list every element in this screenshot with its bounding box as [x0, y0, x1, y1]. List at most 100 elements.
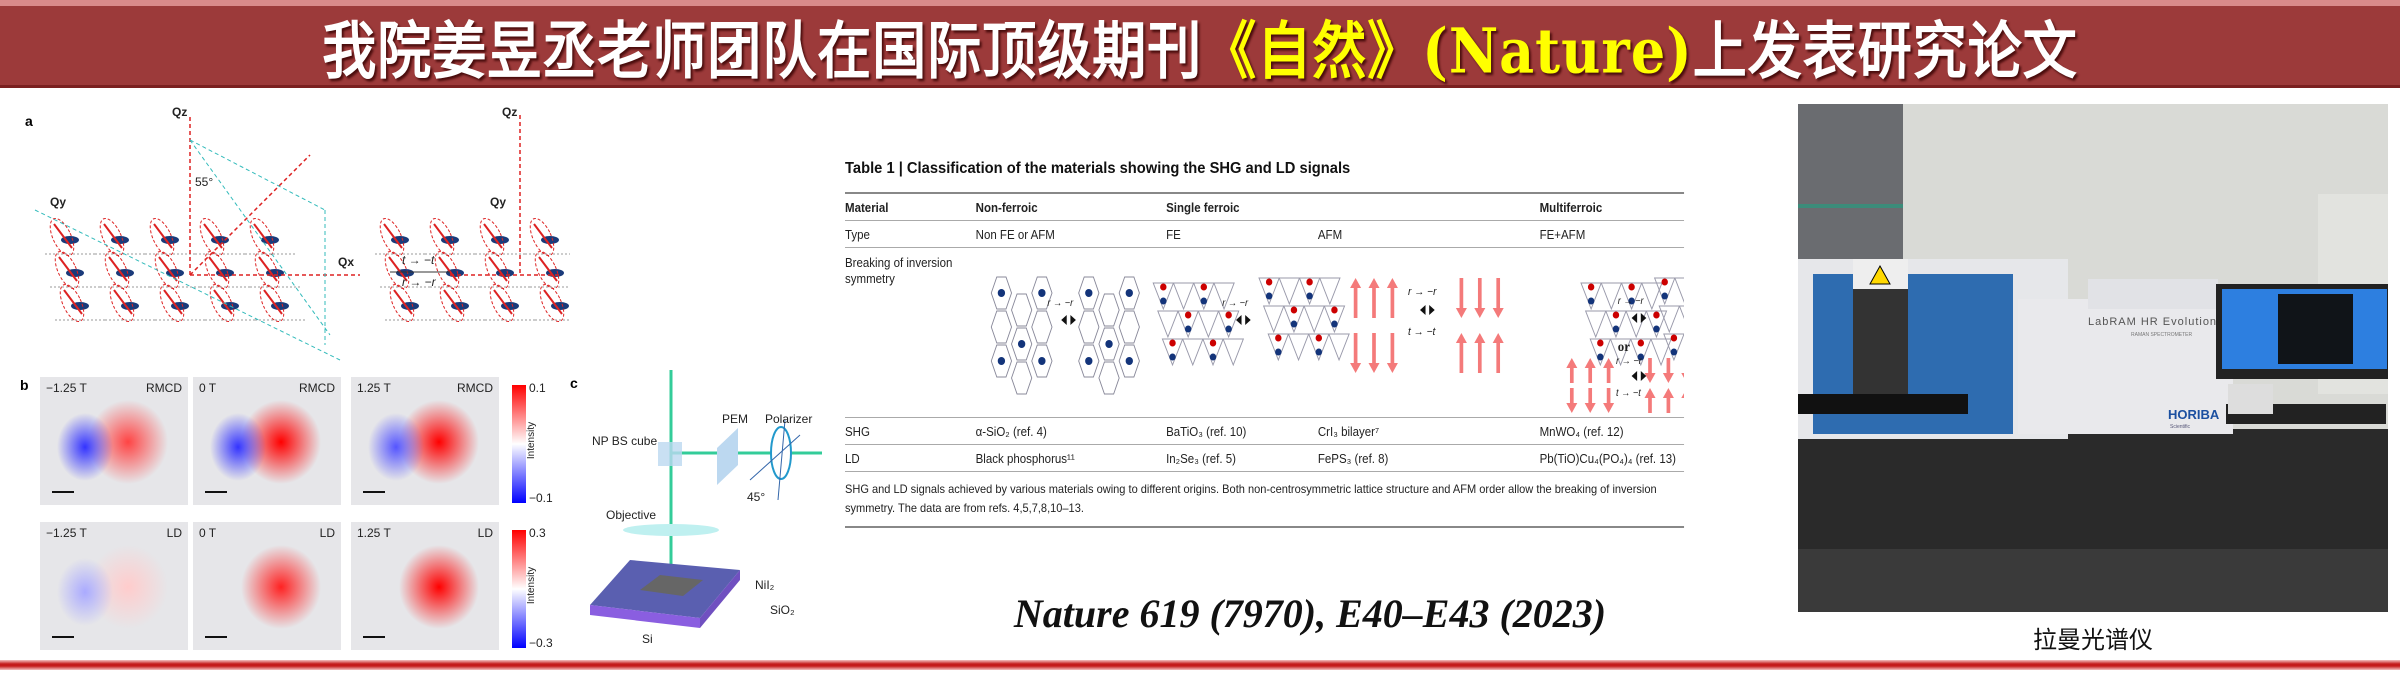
table-row: SHG α-SiO₂ (ref. 4) BaTiO₃ (ref. 10) CrI…	[845, 418, 1685, 445]
spin-orbit-ring	[439, 283, 465, 323]
table-cell: Non FE or AFM	[975, 228, 1055, 242]
atom	[1125, 289, 1133, 297]
hex-cell	[1078, 310, 1100, 344]
spin-arrow	[103, 223, 123, 249]
table-cell: CrI₃ bilayer⁷	[1317, 425, 1380, 439]
hex-cell	[1078, 276, 1100, 310]
symmetry-diagrams	[990, 276, 1685, 413]
table-cell: Pb(TiO)Cu₄(PO₄)₄ (ref. 13)	[1539, 452, 1676, 466]
atom	[1265, 278, 1273, 286]
scale-bar	[52, 491, 74, 493]
spin-orbit-ring	[59, 283, 85, 323]
colorbar-tick: −0.3	[529, 636, 553, 650]
component-label: NP BS cube	[592, 434, 658, 448]
tri-cell	[1625, 310, 1648, 339]
atom	[1315, 348, 1323, 356]
axis-label: Qy	[490, 195, 507, 209]
signal-label: LD	[477, 526, 493, 540]
spin-orbit-ring	[529, 217, 555, 257]
tri-cell	[1267, 333, 1290, 362]
table-cell: FE+AFM	[1539, 228, 1586, 242]
table-cell: FePS₃ (ref. 8)	[1317, 452, 1389, 466]
table-cell: LD	[845, 452, 860, 466]
transform-label: t → −t	[402, 253, 435, 267]
tri-cell	[1278, 277, 1301, 306]
double-arrow-icon	[1236, 315, 1242, 325]
figure-panel-c: c NP BS cube PEM Polarizer 45° Objective…	[560, 360, 822, 660]
spin-up-arrow	[1455, 333, 1467, 373]
atom	[1290, 306, 1298, 314]
spin-arrow	[253, 223, 273, 249]
column-header: Multiferroic	[1539, 201, 1603, 215]
table-cell: In₂Se₃ (ref. 5)	[1166, 452, 1236, 466]
tri-cell	[1663, 333, 1685, 362]
tri-cell	[1584, 310, 1607, 339]
page-title: 我院姜昱丞老师团队在国际顶级期刊《自然》(Nature)上发表研究论文	[322, 0, 2077, 91]
tri-cell	[1172, 282, 1195, 311]
atom	[1628, 283, 1635, 291]
tri-cell	[1202, 338, 1224, 367]
tri-cell	[1157, 310, 1179, 339]
atom	[1125, 357, 1133, 365]
atom	[1017, 340, 1026, 348]
hex-cell	[1011, 293, 1033, 327]
spin-arrow	[393, 289, 413, 315]
spin-orbit-ring	[149, 217, 175, 257]
axis-label: Qz	[502, 105, 518, 119]
field-label: 0 T	[199, 381, 217, 395]
atom	[1587, 283, 1595, 291]
component-label: NiI₂	[755, 578, 775, 592]
field-label: −1.25 T	[46, 381, 87, 395]
tri-cell	[1181, 338, 1204, 367]
tri-cell	[1152, 282, 1175, 311]
tri-cell	[1217, 310, 1240, 339]
column-header: Non-ferroic	[975, 201, 1038, 215]
transform-label: r → −r	[1408, 286, 1437, 298]
scale-bar	[52, 636, 74, 638]
atom	[1597, 353, 1604, 361]
spin-up-arrow	[1584, 358, 1596, 383]
tri-cell	[1177, 310, 1199, 339]
signal-label: RMCD	[299, 381, 335, 395]
tri-cell	[1319, 277, 1341, 306]
atom	[1315, 334, 1323, 342]
heatmap-ld: −1.25 T LD	[40, 522, 188, 650]
tri-cell	[1328, 333, 1350, 362]
atom	[1200, 283, 1208, 291]
spin-orbit-ring	[379, 217, 405, 257]
tri-cell	[1653, 277, 1676, 306]
table-row: Type Non FE or AFM FE AFM FE+AFM	[845, 221, 1685, 248]
heatmap-rmcd: 1.25 T RMCD	[351, 377, 499, 505]
tri-cell	[1620, 282, 1643, 311]
hex-cell	[1098, 361, 1120, 395]
tri-cell	[1678, 305, 1685, 320]
double-arrow-icon	[1640, 371, 1647, 381]
spin-up-arrow	[1474, 333, 1486, 373]
tri-cell	[1605, 310, 1627, 339]
atom	[997, 357, 1006, 365]
tri-cell	[1645, 310, 1668, 339]
spin-down-arrow	[1455, 278, 1467, 318]
double-arrow-icon	[1631, 313, 1638, 323]
colorbar-tick: −0.1	[529, 491, 553, 505]
transform-label: r → −r	[402, 275, 436, 289]
table-cell: MnWO₄ (ref. 12)	[1539, 425, 1624, 439]
spin-orbit-ring	[154, 250, 180, 290]
atom	[1265, 292, 1273, 300]
spin-lattice-diagram	[34, 115, 635, 361]
table-cell: α-SiO₂ (ref. 4)	[975, 425, 1047, 439]
signal-label: RMCD	[457, 381, 493, 395]
spin-orbit-ring	[159, 283, 185, 323]
optical-setup-diagram	[590, 370, 822, 628]
spin-orbit-ring	[199, 217, 225, 257]
atom	[1184, 311, 1192, 319]
spin-arrow	[163, 289, 183, 315]
atom	[1597, 339, 1604, 347]
tri-cell	[1674, 277, 1685, 303]
spin-down-arrow	[1386, 333, 1398, 373]
double-arrow-icon	[1429, 305, 1435, 315]
hex-cell	[990, 276, 1013, 310]
spin-orbit-ring	[249, 217, 275, 257]
spin-orbit-ring	[489, 283, 515, 323]
hex-cell	[1098, 293, 1120, 327]
